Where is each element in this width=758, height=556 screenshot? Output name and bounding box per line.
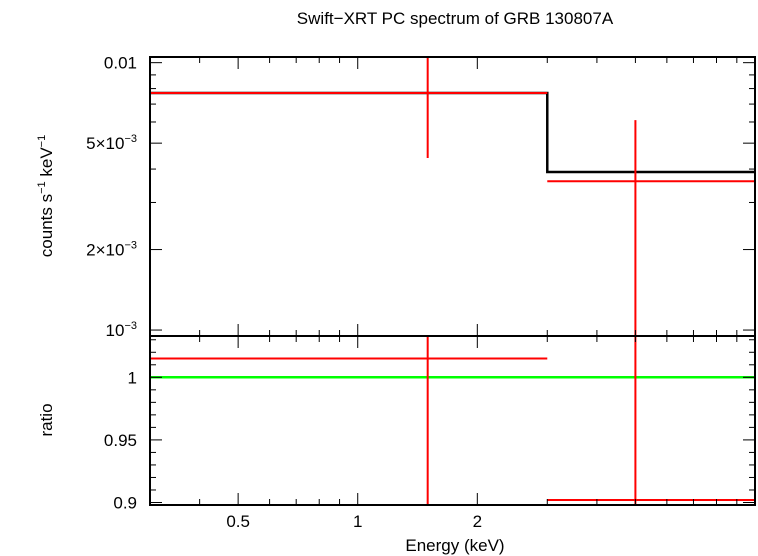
x-tick-label: 0.5 xyxy=(226,512,250,531)
top-y-tick-label: 5×10−3 xyxy=(86,133,137,153)
top-y-axis-label-part: −1 xyxy=(36,135,48,148)
bottom-y-tick-label-text: 0.95 xyxy=(104,431,137,450)
x-tick-label-text: 1 xyxy=(353,512,362,531)
x-axis-label: Energy (keV) xyxy=(405,536,504,555)
top-y-tick-label: 0.01 xyxy=(104,54,137,73)
x-tick-label-text: 0.5 xyxy=(226,512,250,531)
bottom-y-tick-label-text: 1 xyxy=(128,368,137,387)
top-y-tick-label-text: 5×10 xyxy=(86,134,124,153)
bottom-panel: 1 0.95 0.9 ratio xyxy=(37,335,756,512)
top-panel: 0.015×10−32×10−310−3 counts s−1 keV−1 xyxy=(36,54,756,340)
top-y-axis-label-part: keV xyxy=(37,147,56,182)
bottom-y-tick-label: 1 xyxy=(128,368,137,387)
bottom-panel-frame xyxy=(149,335,756,506)
top-y-tick-label-text: 0.01 xyxy=(104,54,137,73)
bottom-y-tick-label: 0.9 xyxy=(113,493,137,512)
top-panel-frame xyxy=(149,56,756,337)
top-y-tick-label-exponent: −3 xyxy=(124,240,137,252)
bottom-y-tick-label-text: 0.9 xyxy=(113,493,137,512)
top-y-axis-label-part: −1 xyxy=(36,181,48,194)
model-curve xyxy=(150,91,755,174)
top-y-axis-label: counts s−1 keV−1 xyxy=(36,135,56,257)
chart-title: Swift−XRT PC spectrum of GRB 130807A xyxy=(297,9,614,28)
top-y-tick-label-text: 10 xyxy=(106,321,125,340)
top-y-tick-label-text: 2×10 xyxy=(86,241,124,260)
x-tick-label: 1 xyxy=(353,512,362,531)
bottom-y-axis-label: ratio xyxy=(37,403,56,436)
top-y-tick-label-exponent: −3 xyxy=(124,133,137,145)
bottom-y-tick-label: 0.95 xyxy=(104,431,137,450)
top-y-tick-label-exponent: −3 xyxy=(124,320,137,332)
x-tick-label-text: 2 xyxy=(473,512,482,531)
top-y-tick-label: 10−3 xyxy=(106,320,137,340)
top-y-axis-label-part: counts s xyxy=(37,194,56,257)
top-y-tick-label: 2×10−3 xyxy=(86,240,137,260)
x-tick-label: 2 xyxy=(473,512,482,531)
